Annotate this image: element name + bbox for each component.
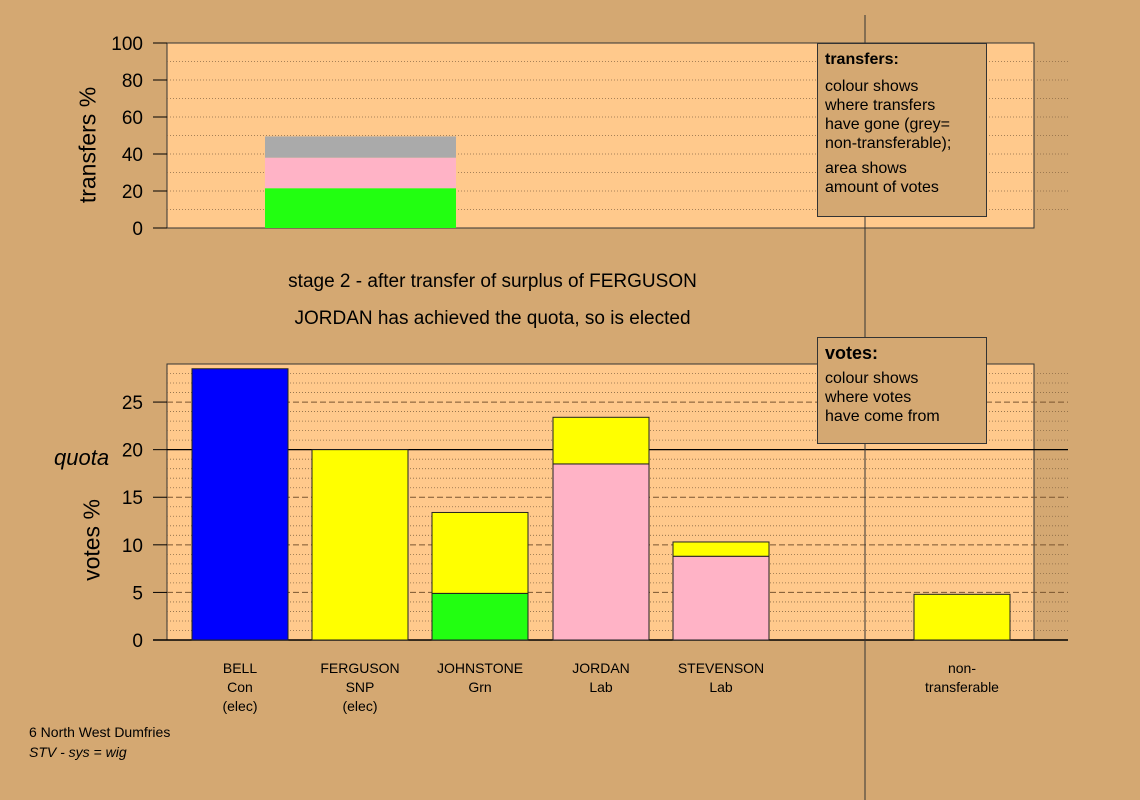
votes-bar-segment	[672, 555, 770, 641]
candidate-name: FERGUSON	[320, 660, 400, 676]
votes-tick-label: 5	[132, 583, 143, 604]
transfers-tick-label: 0	[132, 219, 143, 240]
transfers-legend-line: amount of votes	[825, 179, 939, 196]
transfers-legend-line: non-transferable);	[825, 135, 952, 152]
votes-bar-segment	[431, 511, 529, 594]
candidate-label-jordan: JORDAN Lab	[541, 659, 661, 697]
votes-bar-segment	[191, 368, 289, 641]
votes-bar-segment	[913, 593, 1011, 641]
transfers-legend-line: area shows	[825, 160, 907, 177]
transfers-bar-segment	[265, 157, 456, 189]
transfers-tick-label: 20	[122, 182, 143, 203]
votes-legend-title: votes:	[825, 343, 879, 363]
transfers-axis-title: transfers %	[74, 86, 101, 204]
system-label: STV - sys = wig	[29, 744, 127, 760]
candidate-label-bell: BELL Con (elec)	[180, 659, 300, 716]
elected-heading: JORDAN has achieved the quota, so is ele…	[294, 308, 691, 329]
transfers-legend-line: where transfers	[825, 97, 936, 114]
votes-bar-segment	[552, 463, 650, 641]
constituency-label: 6 North West Dumfries	[29, 724, 171, 740]
votes-tick-label: 25	[122, 393, 143, 414]
stage-heading: stage 2 - after transfer of surplus of F…	[288, 271, 697, 292]
votes-axis-title: votes %	[78, 499, 105, 581]
votes-tick-label: 0	[132, 631, 143, 652]
transfers-bar-segment	[265, 188, 456, 228]
quota-label: quota	[54, 445, 110, 470]
votes-tick-label: 20	[122, 441, 143, 462]
transfers-legend-line: colour shows	[825, 78, 919, 95]
votes-bar-segment	[552, 416, 650, 465]
votes-tick-label: 10	[122, 536, 143, 557]
votes-bar-segment	[431, 592, 529, 641]
candidate-name: non-	[947, 660, 977, 676]
candidate-label-stevenson: STEVENSON Lab	[661, 659, 781, 697]
votes-bar-segment	[311, 449, 409, 641]
transfers-bar-segment	[265, 136, 456, 158]
candidate-name: JORDAN	[572, 660, 630, 676]
candidate-party: Lab	[589, 679, 613, 695]
candidate-name: JOHNSTONE	[436, 660, 524, 676]
votes-legend-line: colour shows	[825, 370, 919, 387]
transfers-legend-line: have gone (grey=	[825, 116, 950, 133]
candidate-party: SNP	[345, 679, 375, 695]
transfers-tick-label: 60	[122, 108, 143, 129]
votes-legend-line: where votes	[825, 389, 912, 406]
votes-tick-label: 15	[122, 488, 143, 509]
transfers-legend: transfers: colour shows where transfers …	[817, 43, 987, 217]
candidate-status: (elec)	[342, 698, 378, 714]
candidate-name: STEVENSON	[677, 660, 765, 676]
transfers-tick-label: 40	[122, 145, 143, 166]
transfers-legend-title: transfers:	[825, 51, 899, 68]
candidate-party: Con	[227, 679, 253, 695]
votes-legend: votes: colour shows where votes have com…	[817, 337, 987, 444]
candidate-party: Lab	[709, 679, 733, 695]
candidate-label-non-transferable: non- transferable	[902, 659, 1022, 697]
candidate-party: Grn	[468, 679, 492, 695]
candidate-name: transferable	[925, 679, 999, 695]
votes-legend-line: have come from	[825, 408, 940, 425]
candidate-status: (elec)	[222, 698, 258, 714]
candidate-name: BELL	[222, 660, 258, 676]
candidate-label-ferguson: FERGUSON SNP (elec)	[300, 659, 420, 716]
votes-bar-segment	[672, 541, 770, 557]
transfers-tick-label: 80	[122, 71, 143, 92]
transfers-tick-label: 100	[111, 34, 143, 55]
candidate-label-johnstone: JOHNSTONE Grn	[420, 659, 540, 697]
